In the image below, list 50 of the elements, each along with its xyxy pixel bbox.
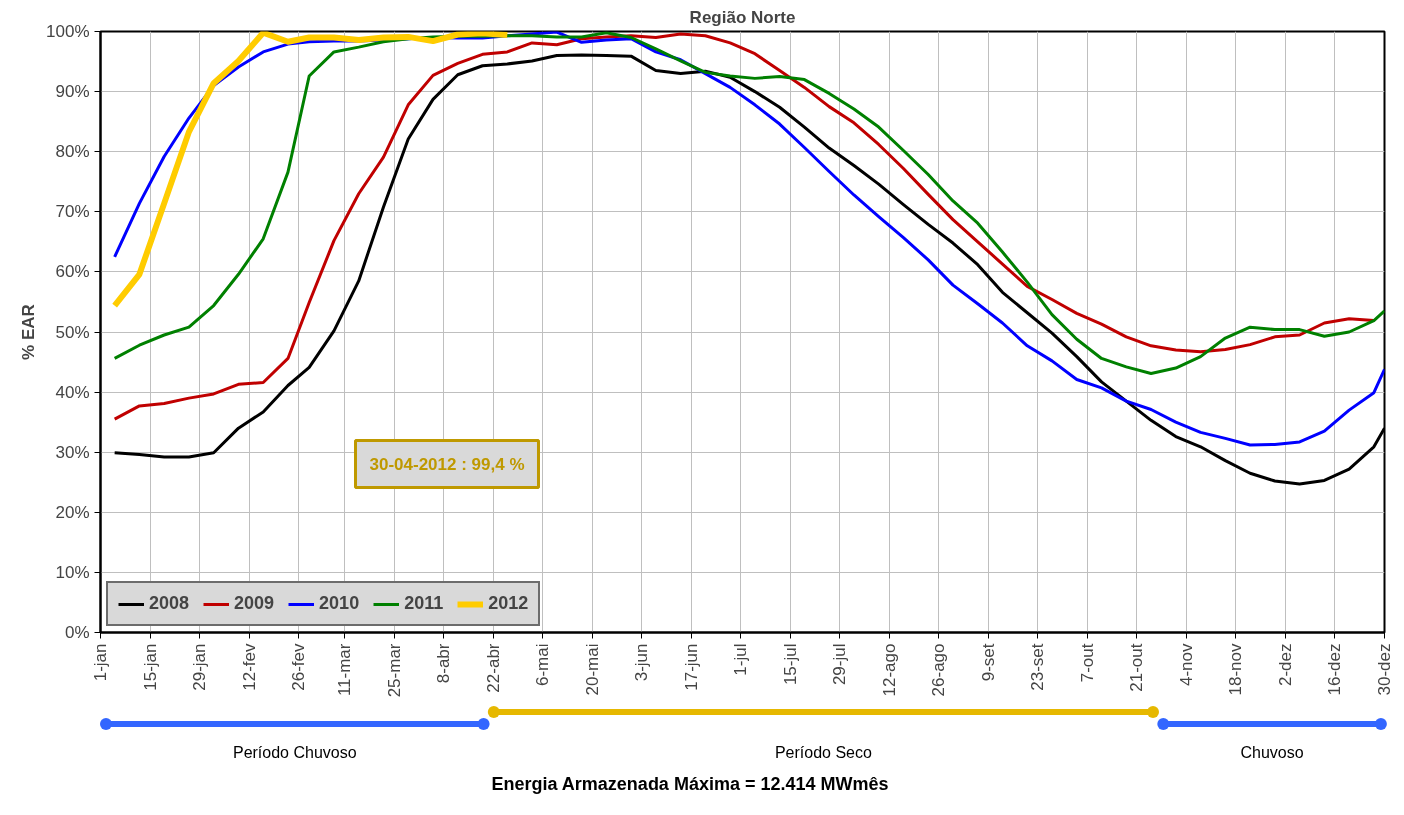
legend-label: 2010 <box>319 593 360 614</box>
y-tick-label: 70% <box>55 202 90 222</box>
y-tick-label: 90% <box>55 82 90 102</box>
text: Período Chuvoso <box>232 744 357 761</box>
x-tick-label: 11-mar <box>335 643 355 697</box>
x-tick-label: 9-set <box>978 643 998 682</box>
legend-label: 2009 <box>234 593 275 614</box>
y-tick-label: 60% <box>55 262 90 282</box>
x-tick-label: 30-dez <box>1375 643 1394 696</box>
x-tick-label: 26-fev <box>289 643 309 691</box>
x-tick-label: 15-jul <box>780 643 800 686</box>
x-tick-label: 15-jan <box>140 643 160 691</box>
x-tick-label: 18-nov <box>1226 643 1246 696</box>
y-tick-label: 100% <box>46 22 90 41</box>
legend-label: 2011 <box>404 593 444 614</box>
legend-label: 2012 <box>488 593 529 614</box>
chart-title: Região Norte <box>689 7 796 27</box>
y-tick-label: 20% <box>55 502 90 522</box>
y-axis-title: % EAR <box>19 304 39 360</box>
text: Período Seco <box>774 744 872 761</box>
text: Chuvoso <box>1240 744 1304 761</box>
x-tick-label: 1-jan <box>91 643 110 682</box>
x-tick-label: 29-jul <box>830 643 850 686</box>
y-tick-label: 30% <box>55 442 90 462</box>
x-tick-label: 7-out <box>1077 643 1097 683</box>
x-tick-label: 26-ago <box>929 643 949 697</box>
x-tick-label: 4-nov <box>1176 643 1196 687</box>
x-tick-label: 22-abr <box>483 643 503 693</box>
x-tick-label: 2-dez <box>1275 643 1295 687</box>
x-tick-label: 1-jul <box>731 643 751 676</box>
x-tick-label: 17-jun <box>681 643 701 691</box>
x-tick-label: 3-jun <box>632 643 652 682</box>
x-tick-label: 16-dez <box>1325 643 1345 696</box>
x-tick-label: 6-mai <box>533 643 553 687</box>
y-tick-label: 80% <box>55 142 90 162</box>
x-tick-label: 29-jan <box>190 643 210 691</box>
x-tick-label: 12-fev <box>239 643 259 691</box>
x-tick-label: 8-abr <box>434 643 454 684</box>
y-tick-label: 0% <box>64 623 90 642</box>
annotation: 30-04-2012 : 99,4 % <box>369 454 525 474</box>
x-tick-label: 20-mai <box>582 643 602 696</box>
x-tick-label: 23-set <box>1028 643 1048 691</box>
legend-label: 2008 <box>149 593 190 614</box>
x-tick-label: 21-out <box>1127 643 1147 692</box>
text: Energia Armazenada Máxima = 12.414 MWmês <box>491 774 889 794</box>
x-tick-label: 25-mar <box>384 643 404 698</box>
y-tick-label: 50% <box>55 322 90 342</box>
x-tick-label: 12-ago <box>879 643 899 697</box>
y-tick-label: 40% <box>55 382 90 402</box>
y-tick-label: 10% <box>55 562 90 582</box>
